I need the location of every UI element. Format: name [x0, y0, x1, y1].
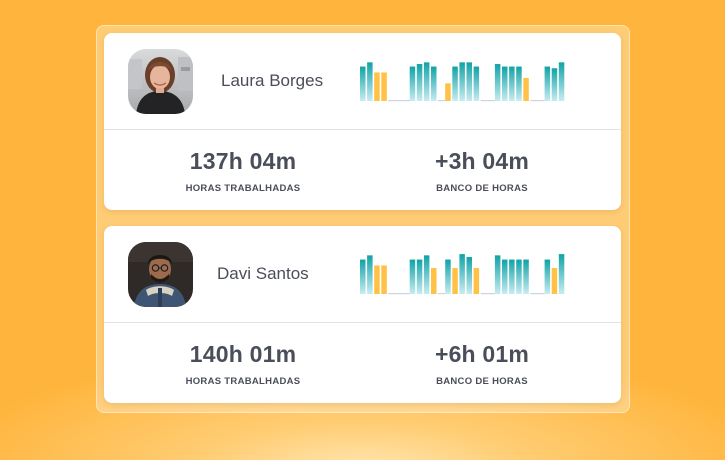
day-bar-regular: [452, 66, 458, 101]
day-bar-regular: [416, 259, 423, 294]
day-bar-short: [381, 72, 387, 101]
day-bar-regular: [367, 255, 373, 294]
day-bar-regular: [431, 66, 437, 101]
employee-card-header: Davi Santos: [104, 226, 621, 322]
day-bar-regular: [423, 62, 430, 101]
day-bar-short: [381, 265, 387, 294]
day-bar-short: [374, 265, 380, 294]
day-off-marker: [537, 293, 545, 295]
employee-card-laura[interactable]: Laura Borges 137h 04m HORAS TRABALHADAS …: [104, 33, 621, 210]
day-bar-regular: [544, 259, 551, 294]
day-bar-regular: [509, 259, 515, 294]
day-off-marker: [388, 293, 396, 295]
day-off-marker: [480, 293, 488, 295]
day-bar-regular: [494, 64, 501, 101]
employee-name: Laura Borges: [221, 71, 324, 90]
day-bar-short: [452, 267, 458, 294]
day-bar-regular: [551, 68, 558, 101]
day-bar-regular: [516, 259, 522, 294]
hour-bank-stat: +3h 04m BANCO DE HORAS: [382, 147, 582, 194]
day-off-marker: [402, 100, 410, 102]
day-bar-regular: [423, 255, 430, 294]
hours-worked-stat: 137h 04m HORAS TRABALHADAS: [143, 147, 343, 194]
hour-bank-label: BANCO DE HORAS: [436, 376, 528, 387]
day-off-marker: [402, 293, 410, 295]
day-off-marker: [480, 100, 488, 102]
daily-hours-chart: [360, 62, 565, 102]
day-off-marker: [395, 293, 403, 295]
daily-hours-chart: [360, 254, 565, 295]
hours-worked-label: HORAS TRABALHADAS: [185, 183, 301, 194]
day-bar-short: [445, 83, 451, 101]
day-bar-regular: [360, 66, 366, 101]
day-bar-short: [523, 77, 529, 101]
day-bar-short: [431, 267, 437, 294]
day-off-marker: [537, 100, 545, 102]
day-bar-regular: [558, 62, 565, 101]
day-off-marker: [388, 100, 396, 102]
day-bar-regular: [466, 62, 472, 101]
day-bar-regular: [367, 62, 373, 101]
day-bar-regular: [360, 259, 366, 294]
day-bar-regular: [473, 66, 480, 101]
hour-bank-stat: +6h 01m BANCO DE HORAS: [382, 340, 582, 387]
day-off-marker: [395, 100, 403, 102]
hours-worked-stat: 140h 01m HORAS TRABALHADAS: [143, 340, 343, 387]
card-divider: [104, 322, 621, 323]
day-bar-regular: [445, 259, 451, 294]
day-off-marker: [530, 100, 538, 102]
day-bar-regular: [558, 254, 565, 294]
hours-worked-value: 140h 01m: [189, 341, 297, 367]
day-bar-regular: [544, 66, 551, 101]
day-bar-regular: [416, 64, 423, 101]
employee-card-davi[interactable]: Davi Santos 140h 01m HORAS TRABALHADAS +…: [104, 226, 621, 403]
hour-bank-value: +6h 01m: [434, 341, 530, 367]
employee-name: Davi Santos: [217, 264, 309, 283]
day-bar-regular: [523, 259, 529, 294]
hour-bank-value: +3h 04m: [434, 148, 530, 174]
day-off-marker: [530, 293, 538, 295]
day-bar-short: [473, 267, 480, 294]
day-bar-regular: [494, 255, 501, 294]
day-bar-short: [374, 72, 380, 101]
day-bar-short: [551, 267, 558, 294]
day-off-marker: [438, 293, 446, 295]
day-off-marker: [487, 100, 495, 102]
day-bar-regular: [409, 259, 416, 294]
day-off-marker: [438, 100, 446, 102]
day-bar-regular: [502, 259, 508, 294]
day-bar-regular: [459, 254, 465, 294]
hours-worked-label: HORAS TRABALHADAS: [185, 376, 301, 387]
hours-worked-value: 137h 04m: [189, 148, 297, 174]
day-bar-regular: [516, 66, 522, 101]
woman-photo-icon: [128, 49, 193, 114]
day-bar-regular: [409, 66, 416, 101]
day-off-marker: [487, 293, 495, 295]
day-bar-regular: [502, 66, 508, 101]
day-bar-regular: [466, 257, 472, 294]
card-divider: [104, 129, 621, 130]
day-bar-regular: [509, 66, 515, 101]
hour-bank-label: BANCO DE HORAS: [436, 183, 528, 194]
employee-card-header: Laura Borges: [104, 33, 621, 129]
day-bar-regular: [459, 62, 465, 101]
man-photo-icon: [128, 242, 193, 307]
